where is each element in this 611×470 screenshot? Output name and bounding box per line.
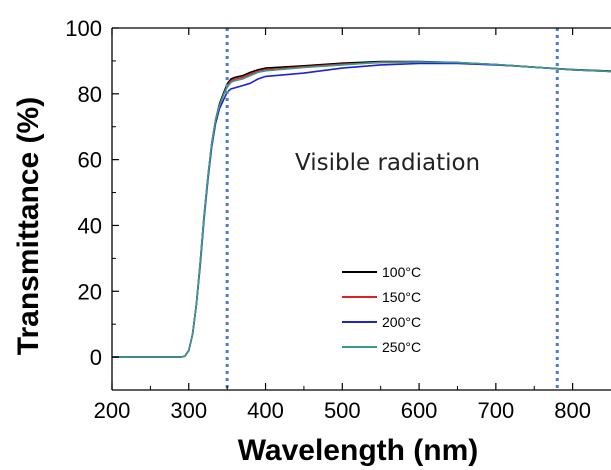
legend-label-3: 200°C <box>382 314 421 330</box>
legend: 100°C 150°C 200°C 250°C <box>342 264 421 355</box>
y-tick-label-0: 0 <box>90 345 102 370</box>
legend-label-2: 150°C <box>382 289 421 305</box>
x-tick-label-600: 600 <box>401 398 438 423</box>
x-tick-label-500: 500 <box>324 398 361 423</box>
axes <box>111 27 611 391</box>
y-tick-label-100: 100 <box>65 16 102 41</box>
y-tick-label-60: 60 <box>78 148 102 173</box>
x-tick-label-800: 800 <box>554 398 591 423</box>
series-line-250C <box>112 61 611 358</box>
visible-radiation-annotation: Visible radiation <box>295 150 480 176</box>
reference-lines <box>225 28 559 390</box>
x-tick-label-300: 300 <box>170 398 207 423</box>
y-tick-label-40: 40 <box>78 213 102 238</box>
x-tick-label-700: 700 <box>477 398 514 423</box>
series-layer <box>112 60 611 358</box>
y-tick-label-80: 80 <box>78 82 102 107</box>
x-tick-label-200: 200 <box>94 398 131 423</box>
legend-label-1: 100°C <box>382 264 421 280</box>
y-tick-label-20: 20 <box>78 279 102 304</box>
x-tick-label-400: 400 <box>247 398 284 423</box>
ticks: 200 300 400 500 600 700 800 0 20 40 60 80 100 <box>65 16 591 423</box>
y-axis-title: Transmittance (%) <box>12 97 45 355</box>
x-axis-title: Wavelength (nm) <box>238 434 479 467</box>
legend-label-4: 250°C <box>382 339 421 355</box>
